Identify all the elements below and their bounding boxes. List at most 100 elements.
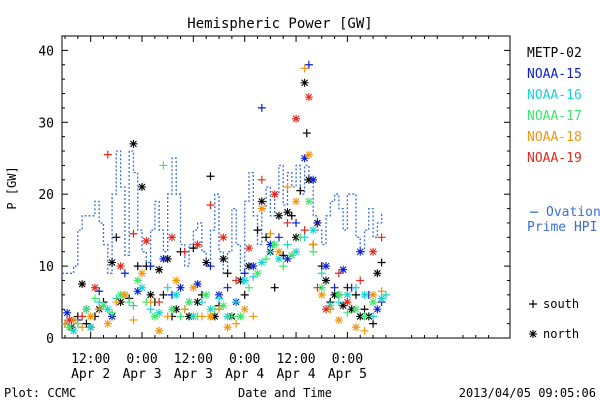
data-point-noaa-15 xyxy=(313,218,322,227)
data-point-noaa-18 xyxy=(69,316,78,325)
data-point-noaa-18 xyxy=(206,312,215,321)
data-point-noaa-15 xyxy=(300,154,309,163)
data-point-noaa-15 xyxy=(159,254,168,263)
data-point-metp-02 xyxy=(138,183,147,191)
data-point-noaa-17 xyxy=(133,276,142,285)
data-point-metp-02 xyxy=(210,312,219,321)
data-point-noaa-18 xyxy=(95,305,104,314)
data-point-noaa-19 xyxy=(206,200,215,209)
data-point-metp-02 xyxy=(253,226,262,235)
data-point-metp-02 xyxy=(322,276,331,285)
data-point-metp-02 xyxy=(236,276,245,285)
data-point-noaa-16 xyxy=(377,294,386,303)
legend-entry-metp-02: METP-02 xyxy=(527,46,582,61)
data-point-metp-02 xyxy=(300,78,309,87)
data-point-noaa-17 xyxy=(296,233,305,242)
data-point-noaa-17 xyxy=(262,254,271,263)
data-point-noaa-19 xyxy=(283,218,292,227)
data-point-noaa-16 xyxy=(309,226,318,235)
data-point-noaa-16 xyxy=(146,305,155,314)
data-point-metp-02 xyxy=(223,269,232,278)
data-point-noaa-17 xyxy=(219,301,228,310)
data-point-noaa-19 xyxy=(103,150,112,159)
data-point-noaa-18 xyxy=(155,326,164,335)
data-point-metp-02 xyxy=(206,172,215,181)
data-point-noaa-16 xyxy=(95,298,104,307)
x-tick-time-label: 0:00 xyxy=(229,352,260,367)
data-point-noaa-17 xyxy=(304,197,313,206)
series-noaa-19 xyxy=(65,93,386,325)
data-point-noaa-16 xyxy=(172,290,181,299)
data-point-noaa-17 xyxy=(334,290,343,299)
data-point-noaa-17 xyxy=(150,312,159,321)
data-point-noaa-17 xyxy=(244,283,253,292)
data-point-noaa-18 xyxy=(232,319,241,328)
data-point-noaa-16 xyxy=(249,272,258,281)
data-point-noaa-19 xyxy=(232,276,241,285)
data-point-metp-02 xyxy=(262,233,271,242)
data-point-noaa-17 xyxy=(125,298,134,307)
data-point-noaa-16 xyxy=(351,283,360,292)
data-point-noaa-15 xyxy=(95,287,104,296)
data-point-noaa-19 xyxy=(78,312,87,321)
data-point-noaa-18 xyxy=(197,312,206,321)
x-tick-time-label: 12:00 xyxy=(71,352,110,367)
data-point-noaa-15 xyxy=(339,265,348,274)
data-point-noaa-18 xyxy=(172,276,181,285)
data-point-noaa-19 xyxy=(313,283,322,292)
data-point-metp-02 xyxy=(364,312,373,321)
data-point-noaa-16 xyxy=(292,247,301,256)
data-point-metp-02 xyxy=(330,290,339,299)
data-point-noaa-18 xyxy=(180,305,189,314)
data-point-noaa-15 xyxy=(63,308,72,317)
data-point-noaa-19 xyxy=(270,190,279,199)
data-point-noaa-19 xyxy=(116,262,125,271)
data-point-noaa-19 xyxy=(257,175,266,184)
series-noaa-17 xyxy=(65,161,378,332)
data-point-noaa-17 xyxy=(90,294,99,303)
data-point-noaa-16 xyxy=(369,312,378,321)
data-point-metp-02 xyxy=(133,262,142,271)
data-point-noaa-19 xyxy=(334,269,343,278)
ovation-prime-hpi-line xyxy=(62,150,383,274)
x-tick-time-label: 12:00 xyxy=(276,352,315,367)
data-point-noaa-17 xyxy=(159,161,168,170)
data-point-metp-02 xyxy=(351,290,360,299)
x-tick-time-label: 12:00 xyxy=(174,352,213,367)
data-point-metp-02 xyxy=(155,265,164,274)
data-point-noaa-18 xyxy=(240,305,249,314)
data-point-noaa-18 xyxy=(163,312,172,321)
data-point-metp-02 xyxy=(244,262,253,271)
data-point-noaa-18 xyxy=(283,183,292,191)
data-point-noaa-18 xyxy=(360,326,369,335)
data-point-noaa-16 xyxy=(206,305,215,314)
data-point-noaa-19 xyxy=(129,229,138,238)
x-tick-date-label: Apr 3 xyxy=(122,367,161,382)
data-point-metp-02 xyxy=(292,233,301,242)
data-point-metp-02 xyxy=(304,175,313,184)
data-point-metp-02 xyxy=(274,211,283,220)
data-point-noaa-15 xyxy=(330,283,339,292)
data-point-noaa-19 xyxy=(155,298,164,307)
data-point-noaa-19 xyxy=(167,233,176,242)
data-point-noaa-15 xyxy=(176,283,185,292)
data-point-noaa-19 xyxy=(322,305,331,314)
data-point-noaa-15 xyxy=(304,60,313,69)
legend-ovation-label: Ovation xyxy=(546,205,600,220)
data-point-noaa-17 xyxy=(317,283,326,292)
data-point-noaa-18 xyxy=(317,290,326,299)
data-point-noaa-15 xyxy=(257,103,266,112)
legend: METP-02 NOAA-15 NOAA-16 NOAA-17 NOAA-18 NOAA-… xyxy=(527,46,600,341)
legend-ovation-label: Prime HPI xyxy=(527,220,597,235)
data-point-noaa-16 xyxy=(334,298,343,307)
data-point-noaa-16 xyxy=(69,326,78,335)
data-point-noaa-18 xyxy=(274,247,283,256)
x-tick-time-label: 0:00 xyxy=(332,352,363,367)
data-point-noaa-16 xyxy=(283,240,292,249)
x-tick-date-label: Apr 4 xyxy=(276,367,315,382)
data-point-noaa-16 xyxy=(381,290,390,299)
data-point-noaa-15 xyxy=(373,305,382,314)
data-point-noaa-17 xyxy=(65,323,74,332)
